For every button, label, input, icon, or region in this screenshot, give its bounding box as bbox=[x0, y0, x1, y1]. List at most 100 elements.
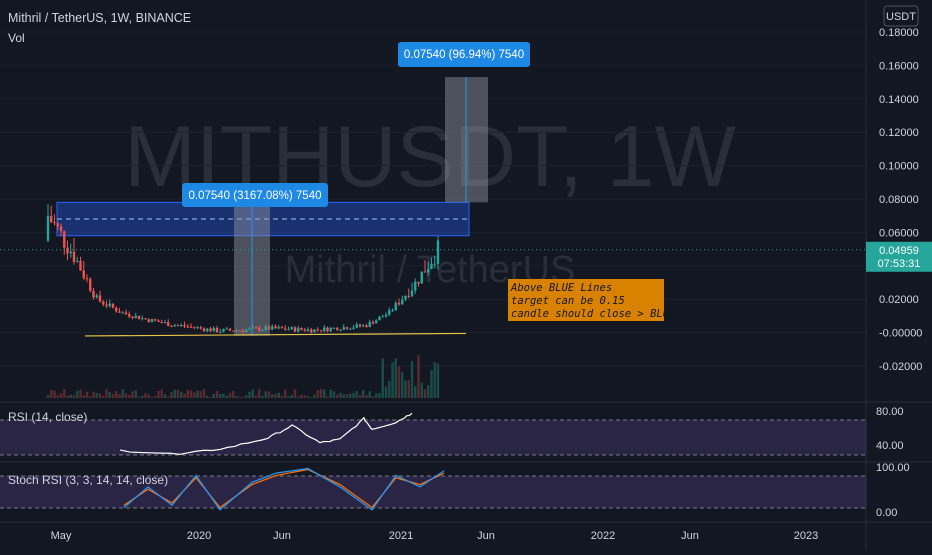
volume-bar bbox=[355, 391, 358, 398]
volume-bar bbox=[235, 396, 238, 398]
price-tick-label: -0.02000 bbox=[879, 361, 922, 373]
time-tick-label: May bbox=[51, 530, 72, 542]
volume-bar bbox=[251, 389, 254, 398]
candle-body bbox=[202, 328, 206, 332]
candle-body bbox=[394, 302, 397, 311]
volume-bar bbox=[365, 395, 368, 398]
price-tick-label: -0.00000 bbox=[879, 328, 922, 340]
volume-bar bbox=[212, 393, 215, 398]
volume-bar bbox=[206, 395, 209, 398]
note-line-1: Above BLUE Lines bbox=[510, 282, 612, 294]
volume-bar bbox=[102, 395, 105, 398]
candlestick-series bbox=[46, 204, 440, 334]
volume-bar bbox=[163, 394, 167, 398]
candle-body bbox=[342, 327, 345, 330]
volume-bar bbox=[280, 395, 284, 398]
candle-body bbox=[157, 320, 160, 323]
stoch-tick-100: 100.00 bbox=[876, 462, 910, 474]
volume-bar bbox=[85, 391, 89, 398]
support-trendline[interactable] bbox=[84, 332, 467, 337]
volume-bar bbox=[180, 391, 183, 398]
volume-bar bbox=[238, 396, 241, 398]
candle-body bbox=[150, 319, 154, 323]
candle-body bbox=[115, 307, 118, 312]
symbol-title[interactable]: Mithril / TetherUS, 1W, BINANCE bbox=[8, 11, 191, 25]
candle-body bbox=[264, 326, 267, 330]
volume-bar bbox=[66, 395, 69, 398]
volume-bar bbox=[368, 391, 371, 398]
annotation-note[interactable]: Above BLUE Lines target can be 0.15 cand… bbox=[508, 279, 682, 321]
measure-label-1-text: 0.07540 (3167.08%) 7540 bbox=[189, 190, 322, 202]
candle-body bbox=[349, 328, 352, 330]
volume-bar bbox=[371, 396, 375, 398]
volume-label[interactable]: Vol bbox=[8, 31, 25, 45]
candle-body bbox=[371, 321, 375, 324]
stoch-tick-0: 0.00 bbox=[876, 507, 897, 519]
rsi-title[interactable]: RSI (14, close) bbox=[8, 410, 87, 424]
stoch-title[interactable]: Stoch RSI (3, 3, 14, 14, close) bbox=[8, 473, 168, 487]
time-tick-label: Jun bbox=[681, 530, 699, 542]
candle-body bbox=[303, 329, 306, 331]
volume-bar bbox=[59, 393, 63, 398]
volume-bar bbox=[261, 395, 264, 398]
stoch-k-line bbox=[123, 467, 445, 511]
volume-bar bbox=[134, 390, 137, 398]
volume-bar bbox=[319, 389, 323, 398]
volume-bar bbox=[339, 392, 342, 398]
volume-bar bbox=[144, 393, 147, 398]
time-tick-label: 2020 bbox=[187, 530, 211, 542]
candle-body bbox=[89, 279, 92, 291]
volume-bar bbox=[245, 395, 248, 398]
volume-bar bbox=[219, 393, 222, 398]
volume-bar bbox=[111, 394, 115, 398]
candle-body bbox=[163, 322, 167, 324]
volume-bar bbox=[384, 386, 388, 398]
candle-body bbox=[407, 295, 410, 297]
measure-label-2[interactable]: 0.07540 (96.94%) 7540 bbox=[398, 42, 530, 67]
candle-body bbox=[46, 215, 50, 241]
last-price-badge: 0.04959 07:53:31 bbox=[866, 241, 932, 272]
currency-button[interactable]: USDT bbox=[883, 5, 919, 27]
candle-body bbox=[128, 314, 131, 317]
volume-bar bbox=[414, 386, 417, 398]
candle-body bbox=[274, 326, 277, 329]
candle-body bbox=[436, 240, 440, 264]
volume-bar bbox=[349, 393, 352, 398]
candle-body bbox=[375, 320, 378, 324]
candle-body bbox=[193, 326, 196, 328]
candle-body bbox=[381, 316, 384, 318]
candle-body bbox=[176, 325, 180, 327]
candle-body bbox=[284, 328, 287, 330]
note-line-2: target can be 0.15 bbox=[511, 295, 625, 307]
candle-body bbox=[215, 327, 219, 333]
candle-body bbox=[277, 327, 280, 329]
volume-bar bbox=[241, 396, 245, 398]
volume-bar bbox=[378, 393, 381, 398]
volume-bar bbox=[89, 396, 92, 398]
candle-body bbox=[261, 329, 264, 331]
candle-body bbox=[53, 222, 56, 224]
volume-bar bbox=[274, 393, 277, 398]
volume-bar bbox=[209, 396, 212, 398]
candle-body bbox=[430, 263, 433, 269]
volume-bar bbox=[199, 391, 202, 398]
measure-label-1[interactable]: 0.07540 (3167.08%) 7540 bbox=[182, 183, 328, 207]
candle-body bbox=[105, 304, 108, 307]
volume-bar bbox=[95, 393, 98, 398]
volume-bar bbox=[329, 389, 332, 398]
candle-body bbox=[368, 321, 371, 327]
time-axis-ticks: May 2020 Jun 2021 Jun 2022 Jun 2023 bbox=[51, 530, 819, 542]
volume-bar bbox=[92, 391, 95, 398]
volume-bar bbox=[183, 393, 186, 398]
volume-bar bbox=[186, 389, 189, 398]
volume-bar bbox=[264, 391, 267, 398]
measure-label-2-text: 0.07540 (96.94%) 7540 bbox=[404, 49, 524, 61]
volume-bar bbox=[345, 394, 349, 398]
rsi-tick-80: 80.00 bbox=[876, 406, 904, 418]
volume-bar bbox=[121, 389, 124, 398]
rsi-line bbox=[119, 412, 413, 455]
candle-body bbox=[258, 327, 261, 331]
candle-body bbox=[339, 329, 342, 331]
